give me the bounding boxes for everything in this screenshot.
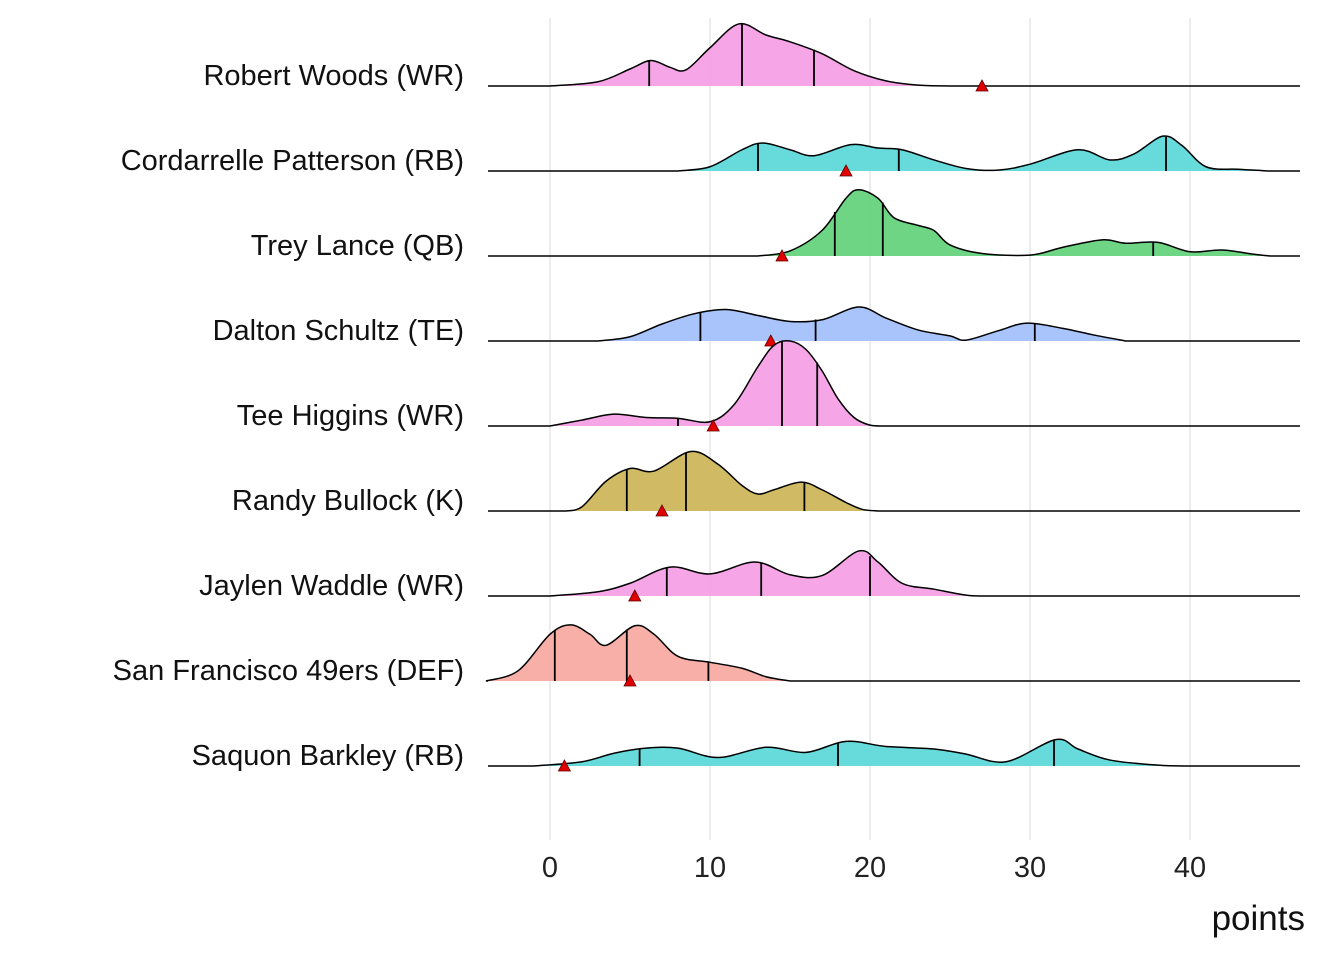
- marker-triangle: [623, 674, 637, 687]
- ridge-cordarrelle-patterson-rb: [488, 135, 1300, 177]
- marker-triangle: [655, 504, 669, 517]
- x-tick-label: 40: [1174, 852, 1206, 884]
- density-outline: [488, 135, 1300, 172]
- x-tick-label: 30: [1014, 852, 1046, 884]
- density-area: [486, 624, 790, 681]
- ridge-jaylen-waddle-wr: [488, 549, 1300, 602]
- y-label: Dalton Schultz (TE): [213, 315, 464, 347]
- density-area: [550, 23, 950, 86]
- y-labels: Robert Woods (WR) Cordarrelle Patterson (…: [113, 60, 464, 772]
- density-outline: [488, 306, 1300, 342]
- x-ticks: 0 10 20 30 40: [542, 852, 1206, 884]
- ridge-tee-higgins-wr: [488, 340, 1300, 432]
- density-outline: [488, 22, 1300, 87]
- marker-triangle: [775, 249, 789, 262]
- marker-triangle: [764, 334, 778, 347]
- density-outline: [488, 450, 1300, 512]
- x-axis-label: points: [1212, 899, 1305, 938]
- marker-triangle: [557, 759, 572, 772]
- y-label: Robert Woods (WR): [203, 60, 464, 92]
- ridge-dalton-schultz-te: [488, 306, 1300, 347]
- density-area: [758, 189, 1270, 256]
- y-label: Trey Lance (QB): [251, 230, 464, 262]
- density-area: [550, 550, 982, 596]
- density-area: [550, 340, 886, 427]
- density-outline: [488, 738, 1300, 767]
- density-outline: [488, 340, 1300, 427]
- density-area: [678, 135, 1270, 171]
- density-area: [534, 739, 1190, 766]
- ridge-randy-bullock-k: [488, 450, 1300, 517]
- density-outline: [488, 549, 1300, 597]
- y-label: Saquon Barkley (RB): [192, 740, 464, 772]
- ridges: [485, 22, 1300, 772]
- x-tick-label: 0: [542, 852, 558, 884]
- grid: [549, 18, 1191, 840]
- ridge-trey-lance-qb: [488, 188, 1300, 262]
- ridge-saquon-barkley-rb: [488, 738, 1300, 772]
- y-label: Cordarrelle Patterson (RB): [121, 145, 464, 177]
- x-tick-label: 20: [854, 852, 886, 884]
- marker-triangle: [628, 589, 642, 602]
- y-label: Randy Bullock (K): [232, 485, 464, 517]
- ridge-robert-woods-wr: [488, 22, 1300, 92]
- marker-triangle: [706, 419, 720, 432]
- marker-triangle: [839, 164, 853, 177]
- density-outline: [485, 624, 1300, 682]
- y-label: Jaylen Waddle (WR): [199, 570, 464, 602]
- density-area: [598, 306, 1126, 341]
- density-outline: [488, 188, 1300, 257]
- marker-triangle: [975, 79, 989, 92]
- y-label: Tee Higgins (WR): [237, 400, 464, 432]
- x-tick-label: 10: [694, 852, 726, 884]
- y-label: San Francisco 49ers (DEF): [113, 655, 464, 687]
- density-area: [566, 451, 878, 511]
- ridge-san-francisco-49ers-def: [485, 624, 1300, 687]
